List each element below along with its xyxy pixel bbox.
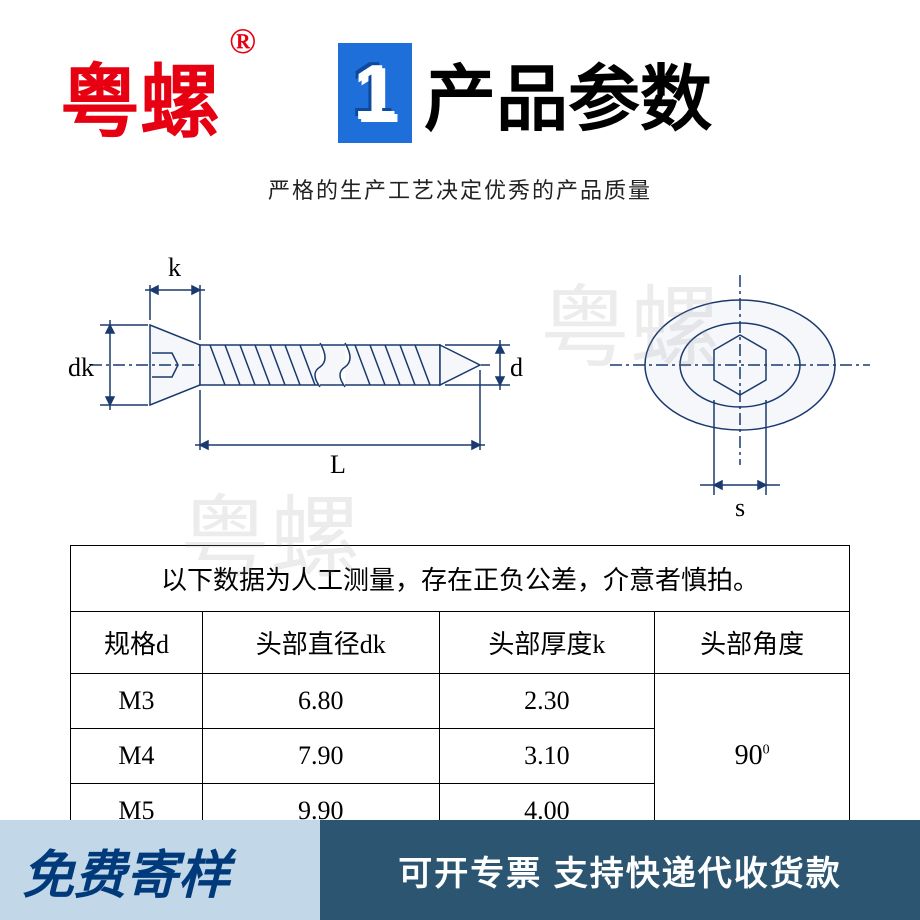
brand-name: 粤螺 [60,60,220,148]
col-angle: 头部角度 [655,612,850,674]
brand-logo-text: 粤螺 ® [60,38,220,154]
col-dk: 头部直径dk [202,612,439,674]
page-title: 产品参数 [424,40,712,145]
cell-spec: M4 [71,729,203,784]
footer-left-promo: 免费寄样 [0,820,320,920]
watermark-text: 粤螺 [540,255,720,385]
label-d: d [510,353,523,383]
registered-icon: ® [229,20,256,62]
subtitle: 严格的生产工艺决定优秀的产品质量 [0,173,920,205]
label-s: s [735,493,745,523]
footer-right-promo: 可开专票 支持快递代收货款 [320,820,920,920]
technical-diagram: 粤螺 粤螺 [0,235,920,545]
col-spec: 规格d [71,612,203,674]
cell-k: 3.10 [439,729,655,784]
table-row: M3 6.80 2.30 900 [71,674,850,729]
cell-k: 2.30 [439,674,655,729]
angle-degree: 0 [763,743,770,758]
badge-number: 1 [353,47,396,138]
table-header-row: 规格d 头部直径dk 头部厚度k 头部角度 [71,612,850,674]
label-L: L [330,450,346,480]
label-dk: dk [68,353,94,383]
cell-dk: 6.80 [202,674,439,729]
title-row: 1 产品参数 [338,40,712,145]
angle-value: 90 [735,740,763,771]
label-k: k [168,253,181,283]
cell-spec: M3 [71,674,203,729]
screw-diagram-svg [0,235,920,545]
footer-banner: 免费寄样 可开专票 支持快递代收货款 [0,820,920,920]
header: 粤螺 ® 1 产品参数 严格的生产工艺决定优秀的产品质量 [0,0,920,205]
watermark-text: 粤螺 [180,465,360,595]
cell-angle: 900 [655,674,850,839]
cell-dk: 7.90 [202,729,439,784]
section-number-badge: 1 [338,43,412,143]
col-k: 头部厚度k [439,612,655,674]
